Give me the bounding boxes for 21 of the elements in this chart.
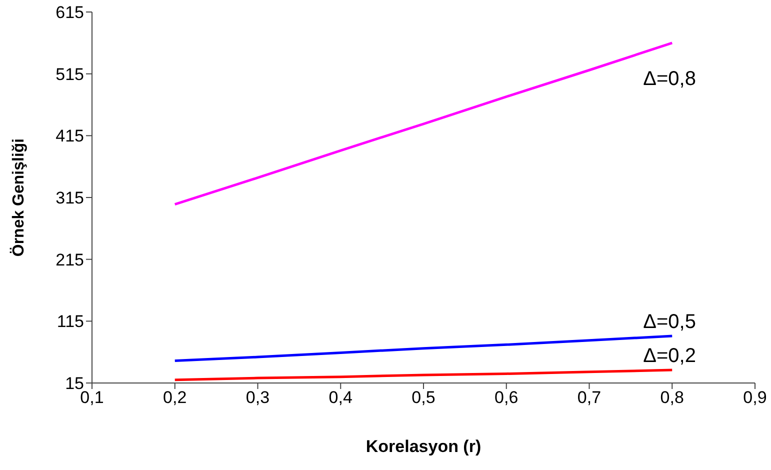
line-series xyxy=(174,368,674,382)
y-tick-label: 315 xyxy=(56,188,84,208)
series-label: Δ=0,5 xyxy=(643,311,696,334)
x-tick-label: 0,1 xyxy=(80,388,104,408)
x-tick-label: 0,2 xyxy=(163,388,187,408)
series-label: Δ=0,8 xyxy=(643,68,696,90)
x-tick-label: 0,4 xyxy=(328,388,352,408)
y-tick-label: 415 xyxy=(56,126,84,146)
x-axis-title: Korelasyon (r) xyxy=(366,437,482,456)
y-tick-label: 515 xyxy=(56,64,84,84)
y-axis-title: Örnek Genişliği xyxy=(10,138,28,257)
y-tick-label: 215 xyxy=(56,250,84,270)
x-tick-label: 0,7 xyxy=(577,388,602,408)
x-tick-label: 0,3 xyxy=(246,388,270,408)
y-tick-label: 115 xyxy=(56,312,84,332)
x-tick-label: 0,6 xyxy=(494,388,518,408)
x-tick-label: 0,5 xyxy=(412,388,436,408)
series-label: Δ=0,2 xyxy=(643,345,696,368)
y-tick-label: 615 xyxy=(56,3,84,22)
x-tick-label: 0,9 xyxy=(743,388,767,408)
x-tick-label: 0,8 xyxy=(660,388,684,408)
